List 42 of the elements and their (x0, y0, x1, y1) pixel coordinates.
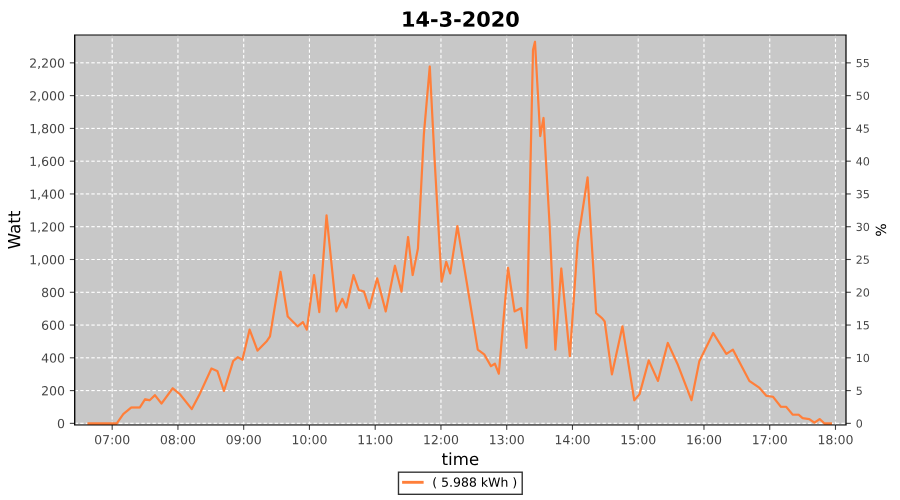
x-tick-label: 18:00 (818, 434, 853, 444)
y2-tick-label: 0 (856, 419, 862, 428)
x-tick-label: 12:00 (424, 434, 458, 444)
x-axis-title: time (442, 452, 478, 466)
y2-tick-label: 20 (856, 288, 870, 297)
x-tick-label: 10:00 (292, 434, 327, 444)
x-tick-label: 15:00 (622, 434, 656, 444)
chart-title: 14-3-2020 (403, 11, 519, 27)
y2-tick-label: 50 (856, 92, 870, 100)
x-tick-label: 08:00 (160, 434, 196, 444)
y2-tick-label: 25 (856, 255, 869, 264)
x-tick-label: 17:00 (753, 434, 787, 444)
y-tick-label: 800 (42, 288, 64, 298)
y-tick-label: 2,000 (30, 91, 64, 102)
y-tick-label: 1,000 (30, 254, 64, 266)
y2-tick-label: 15 (856, 321, 869, 330)
x-tick-label: 13:00 (490, 434, 524, 444)
y2-tick-label: 55 (856, 58, 869, 68)
x-tick-label: 07:00 (94, 434, 130, 444)
y2-tick-label: 10 (856, 354, 870, 362)
x-tick-label: 16:00 (687, 434, 722, 444)
y-tick-label: 600 (42, 320, 64, 330)
y-tick-label: 1,600 (30, 156, 64, 168)
y-tick-label: 1,800 (30, 124, 64, 135)
y-axis-title: Watt (8, 211, 20, 249)
x-tick-label: 11:00 (358, 434, 392, 444)
y-tick-label: 2,200 (30, 58, 64, 70)
y-tick-label: 200 (42, 386, 64, 396)
y2-axis-title: % (876, 224, 886, 236)
line-series (87, 40, 832, 424)
y-tick-label: 0 (58, 418, 64, 428)
y-tick-label: 1,400 (30, 189, 64, 200)
y2-tick-label: 45 (856, 124, 869, 133)
y2-tick-label: 5 (856, 386, 862, 395)
legend-label: ( 5.988 kWh ) (433, 477, 516, 488)
x-tick-label: 14:00 (556, 434, 590, 444)
y2-tick-label: 35 (856, 190, 869, 198)
y2-tick-label: 40 (856, 157, 870, 166)
y2-tick-label: 30 (856, 222, 870, 232)
y-tick-label: 1,200 (30, 222, 64, 233)
y-tick-label: 400 (42, 353, 64, 363)
x-tick-label: 09:00 (226, 434, 261, 444)
